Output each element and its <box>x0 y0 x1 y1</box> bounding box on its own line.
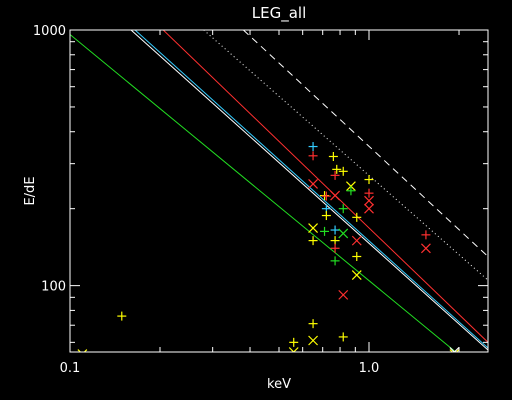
x-marker <box>330 190 340 201</box>
plus-marker <box>321 191 331 201</box>
x-marker <box>364 195 374 206</box>
plus-marker <box>289 337 299 347</box>
x-marker <box>420 243 431 254</box>
x-marker <box>351 235 362 246</box>
fit-line-solid <box>130 30 488 351</box>
plus-marker <box>330 256 340 266</box>
axis-ticks: 0.1 1.0 100 1000 <box>33 24 488 376</box>
x-tick-label: 0.1 <box>60 361 81 376</box>
fit-line-solid <box>134 30 488 349</box>
plus-marker <box>330 236 340 246</box>
x-marker <box>449 349 460 352</box>
plus-marker <box>352 212 362 222</box>
x-marker <box>338 289 349 300</box>
plus-marker <box>320 226 330 236</box>
x-marker <box>288 347 299 352</box>
plus-marker <box>421 230 431 240</box>
x-marker <box>308 335 318 346</box>
x-marker <box>449 347 460 352</box>
x-marker <box>77 349 88 352</box>
x-marker <box>308 223 318 233</box>
plus-marker <box>308 236 318 246</box>
plus-marker <box>117 311 127 321</box>
data-points <box>77 142 460 352</box>
x-marker <box>351 270 362 280</box>
y-tick-label: 1000 <box>33 24 66 39</box>
plus-marker <box>364 175 374 185</box>
plus-marker <box>330 225 340 235</box>
plus-marker <box>332 164 342 174</box>
x-tick-label: 1.0 <box>359 361 380 376</box>
plus-marker <box>328 151 338 161</box>
plus-marker <box>364 188 374 198</box>
x-marker <box>338 228 349 239</box>
plus-marker <box>346 186 356 196</box>
y-axis-label: E/dE <box>23 176 38 205</box>
plus-marker <box>338 166 348 176</box>
fit-line-dashed <box>243 30 488 257</box>
fit-line-solid <box>162 30 488 343</box>
plus-marker <box>338 204 348 214</box>
fit-line-solid <box>70 34 457 352</box>
reference-lines <box>70 30 488 352</box>
plus-marker <box>321 211 331 221</box>
plus-marker <box>352 252 362 262</box>
x-axis-label: keV <box>267 377 291 392</box>
plus-marker <box>308 319 318 329</box>
plus-marker <box>308 142 318 152</box>
plus-marker <box>308 151 318 161</box>
x-marker <box>346 181 356 192</box>
chart-title: LEG_all <box>252 4 307 23</box>
plus-marker <box>338 332 348 342</box>
plus-marker <box>330 170 340 180</box>
y-tick-label: 100 <box>41 280 66 295</box>
x-marker <box>308 178 318 189</box>
plus-marker <box>330 243 340 253</box>
x-marker <box>364 203 374 214</box>
